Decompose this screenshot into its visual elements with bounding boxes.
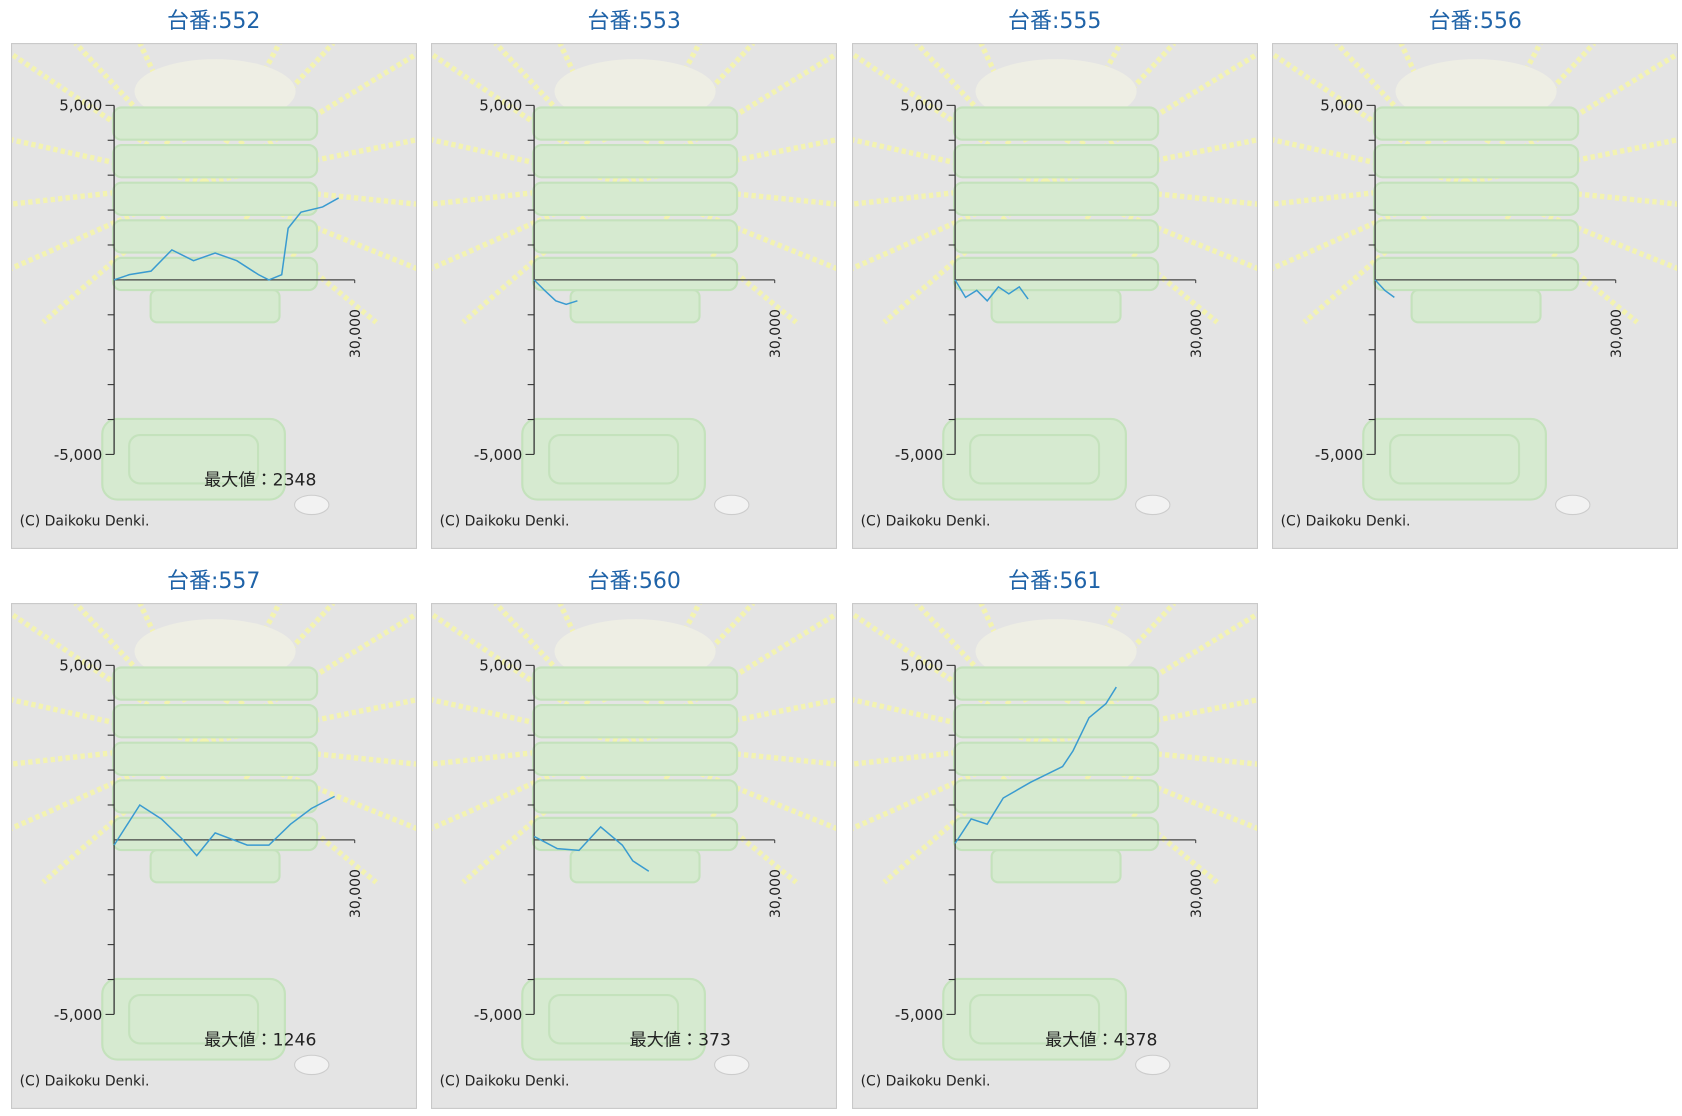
data-line: [533, 825, 650, 872]
y-tick-label: -5,000: [54, 446, 102, 464]
y-tick-label: 5,000: [900, 97, 943, 115]
data-line: [954, 279, 1029, 302]
chart-title: 台番:561: [1008, 568, 1102, 594]
y-tick-label: 5,000: [59, 657, 102, 675]
chart-panel: 5,000 -5,000 30,000 (C) Daikoku Denki.: [1272, 43, 1678, 549]
data-line: [113, 795, 335, 857]
x-tick-label: 30,000: [768, 309, 784, 358]
y-tick-label: 5,000: [900, 657, 943, 675]
y-tick-label: -5,000: [54, 1006, 102, 1024]
chart-cell: 台番:553 5,000 -5,000 30,000 (C) Daikoku Denki…: [431, 0, 837, 549]
data-line: [533, 279, 578, 306]
max-value-label: 最大値：373: [630, 1031, 731, 1051]
credit: (C) Daikoku Denki.: [440, 1073, 570, 1089]
max-value-label: 最大値：4378: [1045, 1031, 1157, 1051]
chart-panel: 5,000 -5,000 30,000 (C) Daikoku Denki.: [431, 43, 837, 549]
y-tick-label: -5,000: [474, 446, 522, 464]
data-line: [954, 686, 1117, 844]
max-value-label: 最大値：1246: [204, 1031, 316, 1051]
chart-panel: 5,000 -5,000 30,000 (C) Daikoku Denki.: [852, 43, 1258, 549]
credit: (C) Daikoku Denki.: [860, 513, 990, 529]
credit: (C) Daikoku Denki.: [19, 513, 149, 529]
credit: (C) Daikoku Denki.: [1281, 513, 1411, 529]
chart-panel: 5,000 -5,000 30,000 最大値：4378 (C) Daikoku Den…: [852, 603, 1258, 1109]
y-tick-label: 5,000: [1321, 97, 1364, 115]
x-tick-label: 30,000: [768, 869, 784, 918]
y-tick-label: 5,000: [59, 97, 102, 115]
chart-cell: 台番:557 5,000 -5,000 30,000 最大値：1246 (C) Daiko…: [11, 560, 417, 1109]
chart-title: 台番:557: [167, 568, 261, 594]
background-art: [1272, 43, 1678, 549]
y-tick-label: -5,000: [1315, 446, 1363, 464]
credit: (C) Daikoku Denki.: [19, 1073, 149, 1089]
chart-panel: 5,000 -5,000 30,000 最大値：1246 (C) Daikoku Den…: [11, 603, 417, 1109]
y-tick-label: 5,000: [480, 657, 523, 675]
credit: (C) Daikoku Denki.: [440, 513, 570, 529]
credit: (C) Daikoku Denki.: [860, 1073, 990, 1089]
data-line: [113, 197, 339, 281]
chart-cell: 台番:556 5,000 -5,000 30,000 (C) Daikoku Denki…: [1272, 0, 1678, 549]
x-tick-label: 30,000: [1609, 309, 1625, 358]
chart-cell: 台番:560 5,000 -5,000 30,000 最大値：373 (C) Daikok…: [431, 560, 837, 1109]
chart-cell: 台番:561 5,000 -5,000 30,000 最大値：4378 (C) Daiko…: [852, 560, 1258, 1109]
background-art: [852, 43, 1258, 549]
y-tick-label: -5,000: [895, 446, 943, 464]
chart-panel: 5,000 -5,000 30,000 最大値：373 (C) Daikoku Denk…: [431, 603, 837, 1109]
chart-title: 台番:556: [1428, 9, 1522, 34]
chart-title: 台番:560: [587, 568, 681, 594]
y-tick-label: -5,000: [895, 1006, 943, 1024]
chart-title: 台番:555: [1008, 9, 1102, 34]
chart-title: 台番:552: [167, 9, 261, 34]
x-tick-label: 30,000: [1189, 309, 1205, 358]
chart-title: 台番:553: [587, 9, 681, 34]
x-tick-label: 30,000: [348, 869, 364, 918]
chart-cell: 台番:552 5,000 -5,000 30,000 最大値：2348 (C) Daiko…: [11, 0, 417, 549]
chart-panel: 5,000 -5,000 30,000 最大値：2348 (C) Daikoku Den…: [11, 43, 417, 549]
x-tick-label: 30,000: [1189, 869, 1205, 918]
data-line: [1374, 279, 1396, 298]
background-art: [431, 43, 837, 549]
x-tick-label: 30,000: [348, 309, 364, 358]
y-tick-label: -5,000: [474, 1006, 522, 1024]
max-value-label: 最大値：2348: [204, 471, 316, 491]
chart-cell: 台番:555 5,000 -5,000 30,000 (C) Daikoku Denki…: [852, 0, 1258, 549]
y-tick-label: 5,000: [480, 97, 523, 115]
